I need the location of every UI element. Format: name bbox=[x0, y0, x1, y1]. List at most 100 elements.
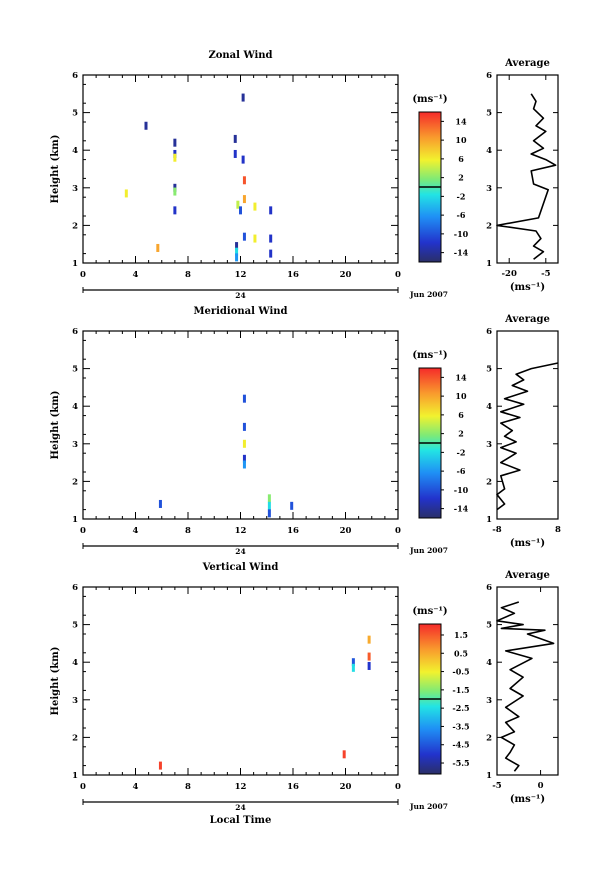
x-tick-label: 4 bbox=[133, 782, 139, 792]
data-cell bbox=[173, 138, 177, 147]
average-y-tick-label: 5 bbox=[486, 365, 492, 375]
colorbar-tick-label: -10 bbox=[454, 229, 469, 239]
colorbar-tick-label: -1.5 bbox=[452, 685, 469, 695]
data-cell bbox=[235, 253, 239, 262]
colorbar-tick-label: -2.5 bbox=[452, 703, 469, 713]
x-tick-label: 0 bbox=[80, 782, 86, 792]
average-y-tick-label: 1 bbox=[486, 259, 492, 269]
x-tick-label: 12 bbox=[235, 270, 247, 280]
date-label: Jun 2007 bbox=[409, 290, 448, 299]
colorbar-tick-label: 6 bbox=[458, 154, 464, 164]
day-label: 24 bbox=[235, 803, 245, 812]
data-cell bbox=[269, 234, 273, 243]
data-cell bbox=[233, 134, 237, 143]
data-cell bbox=[173, 187, 177, 196]
colorbar-unit: (ms⁻¹) bbox=[412, 350, 447, 361]
x-tick-label: 4 bbox=[133, 270, 139, 280]
y-tick-label: 2 bbox=[72, 221, 78, 231]
average-y-tick-label: 4 bbox=[486, 146, 492, 156]
y-tick-label: 1 bbox=[72, 259, 78, 269]
x-tick-label: 8 bbox=[185, 270, 191, 280]
data-cell bbox=[367, 652, 371, 661]
average-x-tick-label: -20 bbox=[502, 269, 517, 279]
colorbar-tick-label: 0.5 bbox=[454, 648, 468, 658]
day-label: 24 bbox=[235, 291, 245, 300]
y-axis-label: Height (km) bbox=[50, 647, 61, 716]
y-tick-label: 5 bbox=[72, 109, 78, 119]
data-cell bbox=[242, 176, 246, 185]
colorbar-tick-label: -10 bbox=[454, 485, 469, 495]
colorbar-unit: (ms⁻¹) bbox=[412, 606, 447, 617]
data-cell bbox=[342, 750, 346, 759]
y-tick-label: 2 bbox=[72, 733, 78, 743]
colorbar-tick-label: 2 bbox=[458, 429, 464, 439]
average-profile-line bbox=[496, 601, 555, 772]
average-y-tick-label: 2 bbox=[486, 477, 492, 487]
average-y-tick-label: 6 bbox=[486, 327, 492, 337]
average-frame bbox=[496, 74, 559, 264]
colorbar-tick-label: -4.5 bbox=[452, 740, 469, 750]
y-tick-label: 6 bbox=[72, 327, 78, 337]
average-x-label: (ms⁻¹) bbox=[510, 538, 545, 549]
y-tick-label: 1 bbox=[72, 771, 78, 781]
y-tick-label: 4 bbox=[72, 146, 78, 156]
average-y-tick-label: 6 bbox=[486, 583, 492, 593]
data-cell bbox=[173, 206, 177, 215]
data-cell bbox=[235, 242, 239, 251]
colorbar-tick-label: -2 bbox=[457, 191, 466, 201]
colorbar-tick-label: -2 bbox=[457, 447, 466, 457]
colorbar-tick-label: -14 bbox=[454, 248, 469, 258]
date-label: Jun 2007 bbox=[409, 802, 448, 811]
y-axis-label: Height (km) bbox=[50, 391, 61, 460]
average-y-tick-label: 1 bbox=[486, 515, 492, 525]
average-y-tick-label: 2 bbox=[486, 733, 492, 743]
data-cell bbox=[236, 200, 240, 209]
x-tick-label: 20 bbox=[340, 782, 352, 792]
data-cell bbox=[173, 153, 177, 162]
data-cell bbox=[124, 189, 128, 198]
x-tick-label: 4 bbox=[133, 526, 139, 536]
average-x-tick-label: -5 bbox=[492, 781, 502, 791]
x-tick-label: 16 bbox=[287, 270, 299, 280]
y-tick-label: 3 bbox=[72, 184, 78, 194]
average-title: Average bbox=[504, 314, 550, 325]
average-y-tick-label: 4 bbox=[486, 402, 492, 412]
colorbar-tick-label: -6 bbox=[457, 466, 466, 476]
y-tick-label: 6 bbox=[72, 583, 78, 593]
date-label: Jun 2007 bbox=[409, 546, 448, 555]
plot-frame bbox=[82, 74, 399, 264]
x-tick-label: 20 bbox=[340, 270, 352, 280]
y-tick-label: 2 bbox=[72, 477, 78, 487]
y-tick-label: 5 bbox=[72, 365, 78, 375]
data-cell bbox=[239, 206, 242, 215]
x-tick-label: 0 bbox=[395, 270, 401, 280]
data-cell bbox=[242, 439, 246, 448]
colorbar-tick-label: -3.5 bbox=[452, 721, 469, 731]
average-x-tick-label: -8 bbox=[492, 525, 502, 535]
colorbar-tick-label: 6 bbox=[458, 410, 464, 420]
x-tick-label: 16 bbox=[287, 526, 299, 536]
data-cell bbox=[269, 249, 273, 258]
average-x-tick-label: -5 bbox=[541, 269, 551, 279]
data-cell bbox=[242, 232, 246, 241]
data-cell bbox=[233, 149, 237, 158]
colorbar-unit: (ms⁻¹) bbox=[412, 94, 447, 105]
data-cell bbox=[269, 206, 273, 215]
data-cell bbox=[253, 234, 257, 243]
y-tick-label: 6 bbox=[72, 71, 78, 81]
y-axis-label: Height (km) bbox=[50, 135, 61, 204]
colorbar-tick-label: 1.5 bbox=[454, 630, 468, 640]
average-x-label: (ms⁻¹) bbox=[510, 794, 545, 805]
average-y-tick-label: 1 bbox=[486, 771, 492, 781]
x-tick-label: 8 bbox=[185, 782, 191, 792]
data-cell bbox=[367, 635, 371, 644]
data-cell bbox=[241, 155, 245, 164]
data-cell bbox=[351, 663, 355, 672]
x-tick-label: 12 bbox=[235, 782, 247, 792]
average-frame bbox=[496, 330, 559, 520]
y-tick-label: 4 bbox=[72, 402, 78, 412]
data-cell bbox=[267, 509, 271, 518]
x-tick-label: 16 bbox=[287, 782, 299, 792]
